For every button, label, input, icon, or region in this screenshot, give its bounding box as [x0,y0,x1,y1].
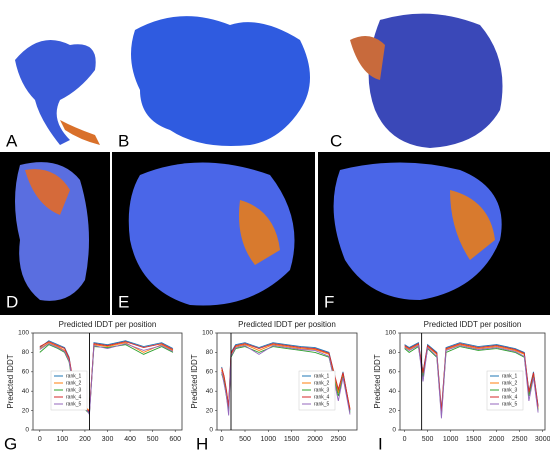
legend-label: rank_4 [502,394,518,400]
legend-label: rank_1 [66,373,82,379]
legend-label: rank_3 [314,387,330,393]
y-tick-label: 20 [389,407,397,414]
x-tick-label: 1500 [466,436,482,443]
structure-c [350,13,503,149]
x-tick-label: 2500 [512,436,528,443]
y-axis-label: Predicted lDDT [190,354,199,408]
legend-label: rank_3 [66,387,82,393]
x-tick-label: 1000 [443,436,459,443]
x-tick-label: 2500 [331,436,347,443]
y-tick-label: 0 [209,427,213,434]
series-line [404,344,539,419]
legend-label: rank_5 [314,401,330,407]
legend-label: rank_4 [66,394,82,400]
x-tick-label: 0 [220,436,224,443]
y-tick-label: 100 [385,330,396,337]
structure-e [128,162,295,306]
y-tick-label: 20 [22,407,30,414]
structure-a [15,40,100,145]
structure-d [15,162,89,301]
x-tick-label: 0 [403,436,407,443]
x-tick-label: 300 [102,436,114,443]
structure-f [333,162,502,300]
legend-label: rank_3 [502,387,518,393]
chart-title: Predicted lDDT per position [424,320,522,329]
y-tick-label: 40 [22,388,30,395]
y-tick-label: 0 [25,427,29,434]
panel-label: I [378,434,383,453]
legend-label: rank_4 [314,394,330,400]
legend-label: rank_2 [66,380,82,386]
y-tick-label: 100 [18,330,29,337]
x-tick-label: 1500 [284,436,300,443]
x-tick-label: 600 [169,436,181,443]
structure-b [131,16,310,146]
x-tick-label: 2000 [489,436,505,443]
chart-title: Predicted lDDT per position [238,320,336,329]
panel-label: E [118,292,129,311]
legend-label: rank_1 [502,373,518,379]
x-tick-label: 200 [79,436,91,443]
panel-label: C [330,131,342,150]
panel-label: G [4,434,17,453]
y-tick-label: 60 [22,369,30,376]
panel-label: A [6,131,18,150]
chart-title: Predicted lDDT per position [59,320,157,329]
x-tick-label: 2000 [307,436,323,443]
panel-label: B [118,131,129,150]
x-tick-label: 3000 [535,436,550,443]
y-tick-label: 80 [22,349,30,356]
y-tick-label: 40 [389,388,397,395]
y-tick-label: 0 [392,427,396,434]
y-tick-label: 80 [389,349,397,356]
x-tick-label: 500 [239,436,251,443]
legend-label: rank_5 [66,401,82,407]
x-tick-label: 500 [147,436,159,443]
x-tick-label: 0 [38,436,42,443]
y-tick-label: 20 [206,407,214,414]
y-tick-label: 100 [202,330,213,337]
y-tick-label: 40 [206,388,214,395]
y-tick-label: 80 [206,349,214,356]
x-tick-label: 400 [124,436,136,443]
y-axis-label: Predicted lDDT [373,354,382,408]
legend-label: rank_1 [314,373,330,379]
legend-label: rank_2 [502,380,518,386]
panel-label: H [196,434,208,453]
x-tick-label: 500 [422,436,434,443]
y-tick-label: 60 [206,369,214,376]
x-tick-label: 100 [57,436,69,443]
x-tick-label: 1000 [261,436,277,443]
panel-label: F [324,292,334,311]
y-tick-label: 60 [389,369,397,376]
series-line [404,342,539,412]
panel-label: D [6,292,18,311]
y-axis-label: Predicted lDDT [6,354,15,408]
legend-label: rank_5 [502,401,518,407]
legend-label: rank_2 [314,380,330,386]
